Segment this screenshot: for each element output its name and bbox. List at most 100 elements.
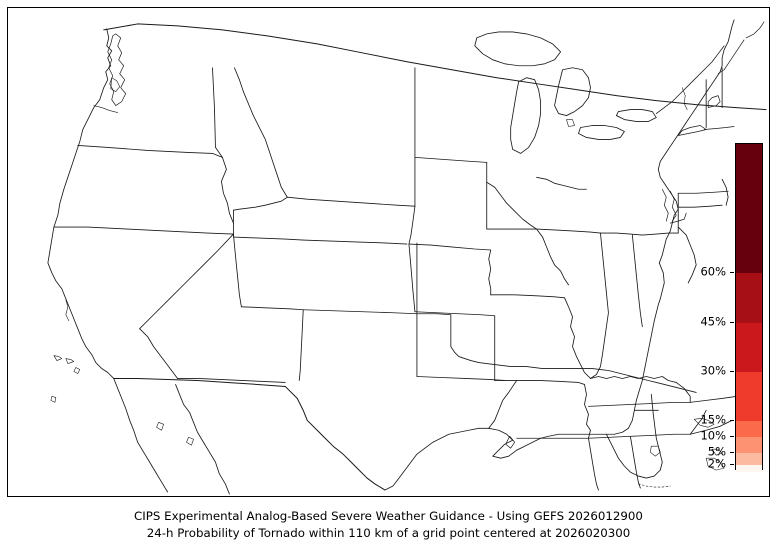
border-mt-wy xyxy=(286,196,416,207)
coastline-texas-gulf xyxy=(384,427,490,491)
lake-erie xyxy=(578,125,625,140)
border-wa-id xyxy=(212,67,223,158)
lake-michigan xyxy=(510,77,542,154)
probability-colorbar xyxy=(735,143,763,472)
border-ut-az xyxy=(240,306,304,311)
colorbar-band-45-60 xyxy=(736,273,762,323)
mississippi-delta xyxy=(505,435,516,449)
baja-island-2 xyxy=(186,436,194,446)
map-axes xyxy=(7,7,770,497)
border-id-mt xyxy=(233,67,288,198)
sf-bay xyxy=(65,299,70,322)
gulf-of-california xyxy=(175,384,230,495)
border-az-nm xyxy=(298,309,304,381)
border-in-mi xyxy=(600,232,643,236)
border-us-canada xyxy=(103,23,767,111)
border-mn-wi xyxy=(486,181,538,230)
bahamas-island-2 xyxy=(711,448,723,456)
cape-hatteras xyxy=(669,212,687,224)
lake-champlain xyxy=(681,87,688,110)
conus-map xyxy=(47,19,767,495)
border-in-oh xyxy=(631,234,643,328)
bahamas-island-1 xyxy=(693,418,715,428)
border-az-ca-south xyxy=(177,378,286,383)
border-in-ky xyxy=(590,376,677,383)
border-ia-mo xyxy=(490,294,565,299)
border-sc-ga xyxy=(689,409,707,435)
border-wy-ne xyxy=(408,205,416,245)
bahamas-island-3 xyxy=(705,457,725,471)
border-ms-al xyxy=(588,437,599,491)
channel-islands-2 xyxy=(65,358,75,364)
border-ut-wy xyxy=(232,209,304,241)
border-ks-ok xyxy=(416,376,506,381)
border-tn-al-ga xyxy=(588,433,691,439)
title-line-1: CIPS Experimental Analog-Based Severe We… xyxy=(134,509,643,523)
border-ia-ne xyxy=(488,249,492,296)
olympic-inlet xyxy=(93,105,119,113)
border-nj xyxy=(721,178,729,206)
border-or-ca-nv xyxy=(53,226,234,235)
border-wa-or xyxy=(77,145,223,158)
nova-scotia-edge xyxy=(745,21,765,39)
baja-island-1 xyxy=(156,422,164,431)
lake-superior xyxy=(474,31,561,67)
colorbar-band-30-45 xyxy=(736,323,762,372)
colorbar-band-above-60 xyxy=(736,144,762,273)
lake-ontario xyxy=(615,109,657,122)
border-or-id xyxy=(221,156,234,224)
florida-keys xyxy=(638,483,671,488)
coastline-california xyxy=(47,226,115,379)
map-boundaries xyxy=(47,19,767,495)
border-ma-ct xyxy=(703,126,735,130)
coastline-florida-gulf xyxy=(606,393,663,479)
border-pa-ny xyxy=(677,190,729,194)
border-ne-ks xyxy=(414,311,496,317)
border-ky-tn xyxy=(588,401,691,407)
long-island xyxy=(677,125,707,136)
border-al-ga xyxy=(629,435,641,489)
border-wv xyxy=(677,226,697,284)
border-id-wy-ut xyxy=(232,196,288,211)
border-nv-ut xyxy=(232,233,242,308)
st-lawrence-river xyxy=(655,45,725,114)
border-az-ca xyxy=(139,328,178,379)
border-il-mo xyxy=(564,297,591,379)
coastline-florida xyxy=(606,262,665,435)
border-wi-mi xyxy=(536,176,587,190)
border-tx-panhandle-top xyxy=(416,313,452,316)
border-ar-ms xyxy=(584,384,591,439)
border-il-in xyxy=(590,232,609,379)
colorbar-band-10-15 xyxy=(736,421,762,437)
channel-islands xyxy=(53,355,63,361)
border-pa-md xyxy=(677,204,723,208)
coastline-northeast xyxy=(671,19,735,144)
puget-sound xyxy=(107,33,127,106)
santa-catalina xyxy=(73,367,81,374)
coastline-pacific-northwest xyxy=(53,28,113,228)
lake-st-clair xyxy=(566,119,575,127)
coastline-baja-california xyxy=(113,378,169,493)
border-co-ks-ne xyxy=(408,243,416,313)
maine-coast xyxy=(717,39,745,75)
colorbar-band-15-30 xyxy=(736,372,762,421)
colorbar-band-below-2 xyxy=(736,465,762,472)
border-ia-wi-il xyxy=(536,228,569,286)
cape-cod xyxy=(707,95,721,108)
lake-okeechobee xyxy=(650,445,661,457)
border-nv-ca xyxy=(139,233,234,330)
border-us-mexico xyxy=(113,377,386,491)
border-va-nc xyxy=(689,395,737,403)
san-juan-islands xyxy=(110,77,121,92)
border-wy-co xyxy=(302,239,408,245)
figure-title-block: CIPS Experimental Analog-Based Severe We… xyxy=(0,508,777,542)
delmarva xyxy=(669,190,677,222)
chesapeake-bay xyxy=(661,188,669,222)
guadalupe-island xyxy=(50,396,57,403)
border-oh-mi xyxy=(641,232,679,236)
colorbar-band-5-10 xyxy=(736,437,762,453)
title-line-2: 24-h Probability of Tornado within 110 k… xyxy=(146,526,631,540)
border-nd-sd xyxy=(414,156,488,163)
border-tx-ok-redriver xyxy=(450,314,697,393)
